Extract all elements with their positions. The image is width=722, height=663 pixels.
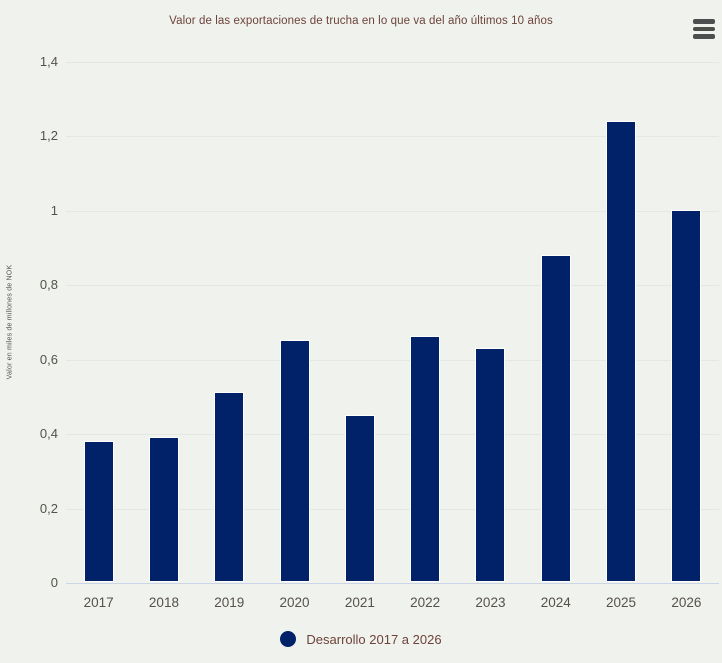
x-axis-label-2018: 2018: [148, 595, 179, 610]
gridline: [66, 434, 719, 436]
gridline: [66, 210, 719, 212]
x-axis-label-2025: 2025: [606, 595, 637, 610]
menu-bar-line: [693, 26, 715, 32]
menu-bar-line: [693, 34, 715, 40]
gridline: [66, 285, 719, 287]
bar-2026[interactable]: [671, 209, 702, 582]
legend-item[interactable]: Desarrollo 2017 a 2026: [0, 631, 722, 647]
x-axis-label-2024: 2024: [540, 595, 571, 610]
x-axis-label-2026: 2026: [671, 595, 702, 610]
y-axis-tick-label: 1: [50, 202, 58, 218]
gridline: [66, 136, 719, 138]
menu-bar-line: [693, 19, 715, 24]
x-axis-line: [66, 583, 719, 584]
x-axis-label-2020: 2020: [279, 595, 310, 610]
hamburger-menu-icon[interactable]: [691, 17, 717, 41]
gridline: [66, 508, 719, 510]
x-axis-label-2022: 2022: [410, 595, 441, 610]
chart-title: Valor de las exportaciones de trucha en …: [169, 15, 553, 27]
x-axis-label-2017: 2017: [83, 595, 114, 610]
bar-2022[interactable]: [410, 336, 441, 582]
x-axis-label-2021: 2021: [344, 595, 375, 610]
bar-2023[interactable]: [475, 347, 506, 582]
y-axis-tick-label: 0,8: [39, 277, 58, 293]
bar-2021[interactable]: [344, 414, 375, 582]
y-axis-tick-label: 1,4: [39, 54, 58, 69]
gridline: [66, 359, 719, 361]
x-axis-label-2019: 2019: [214, 595, 245, 610]
bar-2018[interactable]: [148, 436, 179, 582]
bar-2017[interactable]: [83, 440, 114, 582]
gridline: [66, 62, 719, 63]
legend-label: Desarrollo 2017 a 2026: [306, 631, 442, 647]
plot-area: [66, 62, 719, 584]
y-axis-tick-label: 0,2: [39, 500, 58, 516]
bar-2020[interactable]: [279, 340, 310, 582]
y-axis-tick-label: 0: [50, 575, 58, 590]
series-marker-icon: [280, 631, 297, 647]
bar-2024[interactable]: [540, 254, 571, 582]
x-axis-label-2023: 2023: [475, 595, 506, 610]
y-axis-tick-label: 0,4: [39, 426, 58, 442]
bar-2019[interactable]: [214, 392, 245, 582]
y-axis-tick-label: 1,2: [39, 128, 58, 144]
bar-2025[interactable]: [606, 120, 637, 582]
y-axis-tick-label: 0,6: [39, 351, 58, 367]
